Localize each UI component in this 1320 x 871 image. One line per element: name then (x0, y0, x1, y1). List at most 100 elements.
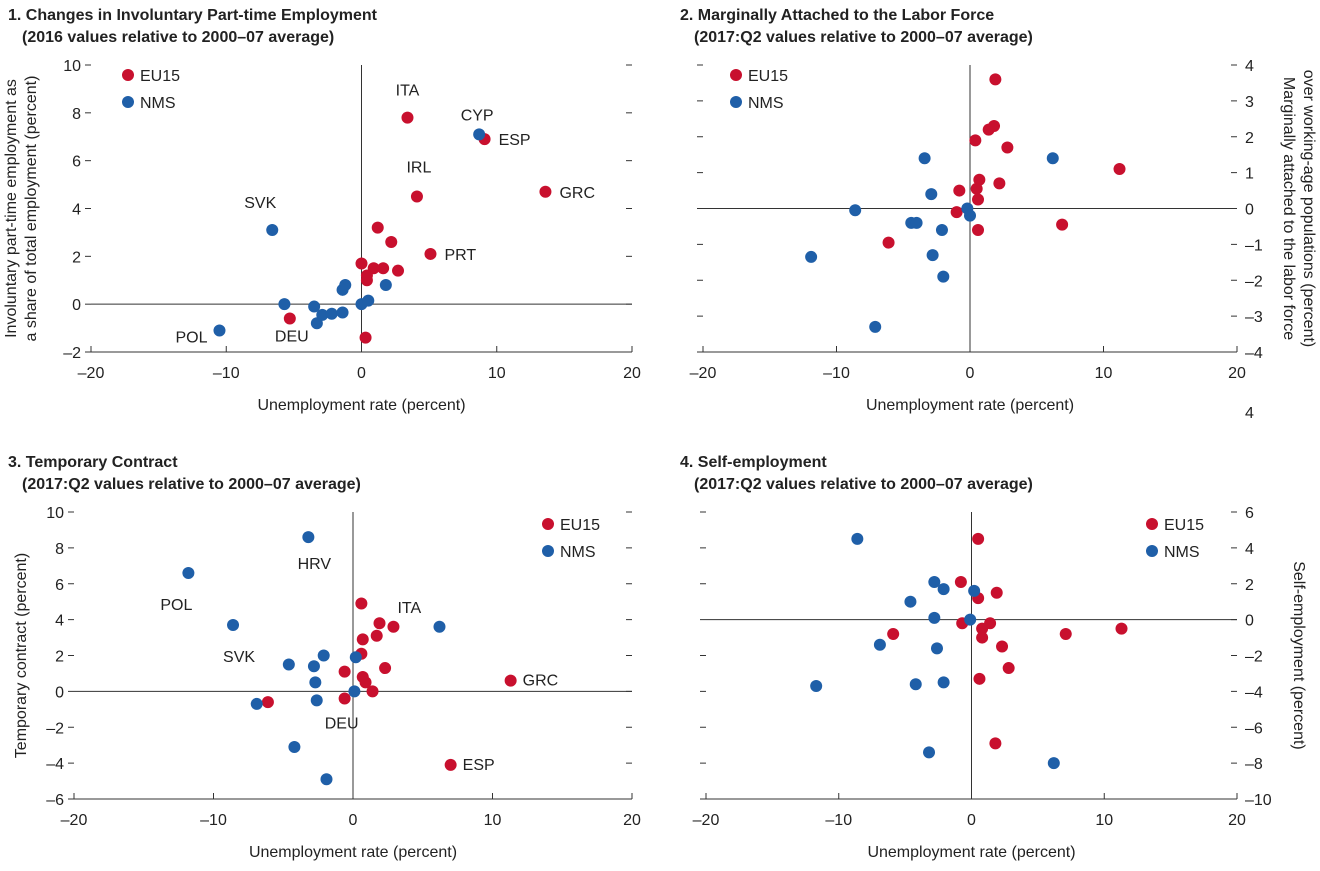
data-point-nms (302, 531, 315, 544)
y-axis-label: over working-age populations (percent) (1300, 70, 1317, 347)
panel-subtitle: (2017:Q2 values relative to 2000–07 aver… (22, 476, 361, 493)
y-axis-label: Self-employment (percent) (1290, 561, 1307, 750)
data-point-nms (918, 152, 931, 165)
legend-label-nms: NMS (140, 95, 176, 112)
x-axis-label: Unemployment rate (percent) (867, 844, 1075, 861)
data-point-nms (433, 620, 446, 633)
x-tick-label: 0 (967, 812, 976, 829)
y-tick-label: 4 (55, 613, 64, 630)
data-point-nms (810, 679, 823, 692)
legend-marker-nms (730, 96, 742, 108)
stray-tick-label: 4 (1245, 405, 1254, 422)
data-point-eu15 (356, 633, 369, 646)
y-tick-label: 4 (72, 202, 81, 219)
data-point-eu15 (355, 257, 368, 270)
x-tick-label: –20 (78, 365, 105, 382)
point-label: CYP (461, 107, 494, 124)
data-point-eu15 (953, 184, 966, 197)
y-tick-label: –2 (1245, 649, 1263, 666)
y-tick-label: –2 (1245, 273, 1263, 290)
x-tick-label: 10 (1095, 365, 1113, 382)
x-tick-label: 20 (1228, 812, 1246, 829)
point-label: POL (175, 329, 207, 346)
y-tick-label: 2 (72, 249, 81, 266)
point-label: IRL (406, 160, 431, 177)
data-point-eu15 (1056, 218, 1069, 231)
legend-marker-eu15 (1146, 518, 1158, 530)
data-point-eu15 (1115, 622, 1128, 635)
y-tick-label: 10 (63, 58, 81, 75)
data-point-eu15 (373, 617, 386, 630)
data-point-nms (348, 685, 361, 698)
panel-temporary-contract: 3. Temporary Contract (2017:Q2 values rel… (8, 454, 641, 861)
x-tick-label: –10 (825, 812, 852, 829)
y-tick-label: 3 (1245, 94, 1254, 111)
x-tick-label: 20 (1228, 365, 1246, 382)
panel-self-employment: 4. Self-employment (2017:Q2 values relati… (680, 454, 1307, 861)
data-point-eu15 (969, 134, 982, 147)
legend-label-nms: NMS (560, 544, 596, 561)
y-tick-label: 0 (55, 684, 64, 701)
data-point-nms (288, 740, 301, 753)
data-point-eu15 (993, 177, 1006, 190)
panel-marginally-attached: 2. Marginally Attached to the Labor Forc… (680, 7, 1317, 422)
y-tick-label: 0 (72, 297, 81, 314)
point-label: PRT (444, 247, 476, 264)
data-point-nms (473, 128, 486, 141)
x-tick-label: –20 (61, 812, 88, 829)
data-point-eu15 (377, 262, 390, 275)
data-point-eu15 (970, 182, 983, 195)
data-point-nms (317, 649, 330, 662)
point-label: DEU (275, 329, 309, 346)
data-point-nms (873, 638, 886, 651)
data-point-nms (937, 583, 950, 596)
data-point-nms (336, 306, 349, 319)
data-point-nms (910, 216, 923, 229)
y-axis-label: Temporary contract (percent) (13, 553, 30, 758)
data-point-nms (935, 224, 948, 237)
point-label: DEU (325, 716, 359, 733)
data-point-nms (925, 188, 938, 201)
y-tick-label: 8 (55, 541, 64, 558)
legend-label-eu15: EU15 (748, 68, 788, 85)
data-point-nms (320, 773, 333, 786)
x-tick-label: 0 (349, 812, 358, 829)
data-point-eu15 (355, 597, 368, 610)
data-point-nms (325, 307, 338, 320)
legend-label-eu15: EU15 (560, 517, 600, 534)
point-label: SVK (223, 649, 255, 666)
y-axis-label: Marginally attached to the labor force (1280, 77, 1297, 340)
y-tick-label: 0 (1245, 202, 1254, 219)
data-point-eu15 (1113, 163, 1126, 176)
panel-involuntary-part-time: 1. Changes in Involuntary Part-time Empl… (3, 7, 641, 414)
legend-marker-nms (542, 545, 554, 557)
legend-label-eu15: EU15 (140, 68, 180, 85)
data-point-eu15 (972, 532, 985, 545)
y-tick-label: –2 (63, 345, 81, 362)
data-point-nms (964, 613, 977, 626)
data-point-eu15 (996, 640, 1009, 653)
data-point-eu15 (424, 247, 437, 260)
y-tick-label: 6 (72, 154, 81, 171)
data-point-nms (308, 300, 321, 313)
panel-title: 4. Self-employment (680, 454, 827, 471)
data-point-nms (928, 575, 941, 588)
y-tick-label: –2 (46, 720, 64, 737)
data-point-nms (1046, 152, 1059, 165)
data-point-nms (923, 746, 936, 759)
data-point-eu15 (366, 685, 379, 698)
legend-marker-nms (122, 96, 134, 108)
data-point-nms (213, 324, 226, 337)
legend-marker-eu15 (542, 518, 554, 530)
data-point-nms (362, 294, 375, 307)
point-label: SVK (244, 195, 276, 212)
y-tick-label: –4 (46, 756, 64, 773)
y-tick-label: –1 (1245, 237, 1263, 254)
x-tick-label: –10 (200, 812, 227, 829)
data-point-nms (849, 204, 862, 217)
data-point-nms (964, 209, 976, 222)
data-point-eu15 (392, 264, 405, 277)
legend-marker-eu15 (730, 69, 742, 81)
panel-title: 1. Changes in Involuntary Part-time Empl… (8, 7, 378, 24)
data-point-eu15 (954, 575, 967, 588)
